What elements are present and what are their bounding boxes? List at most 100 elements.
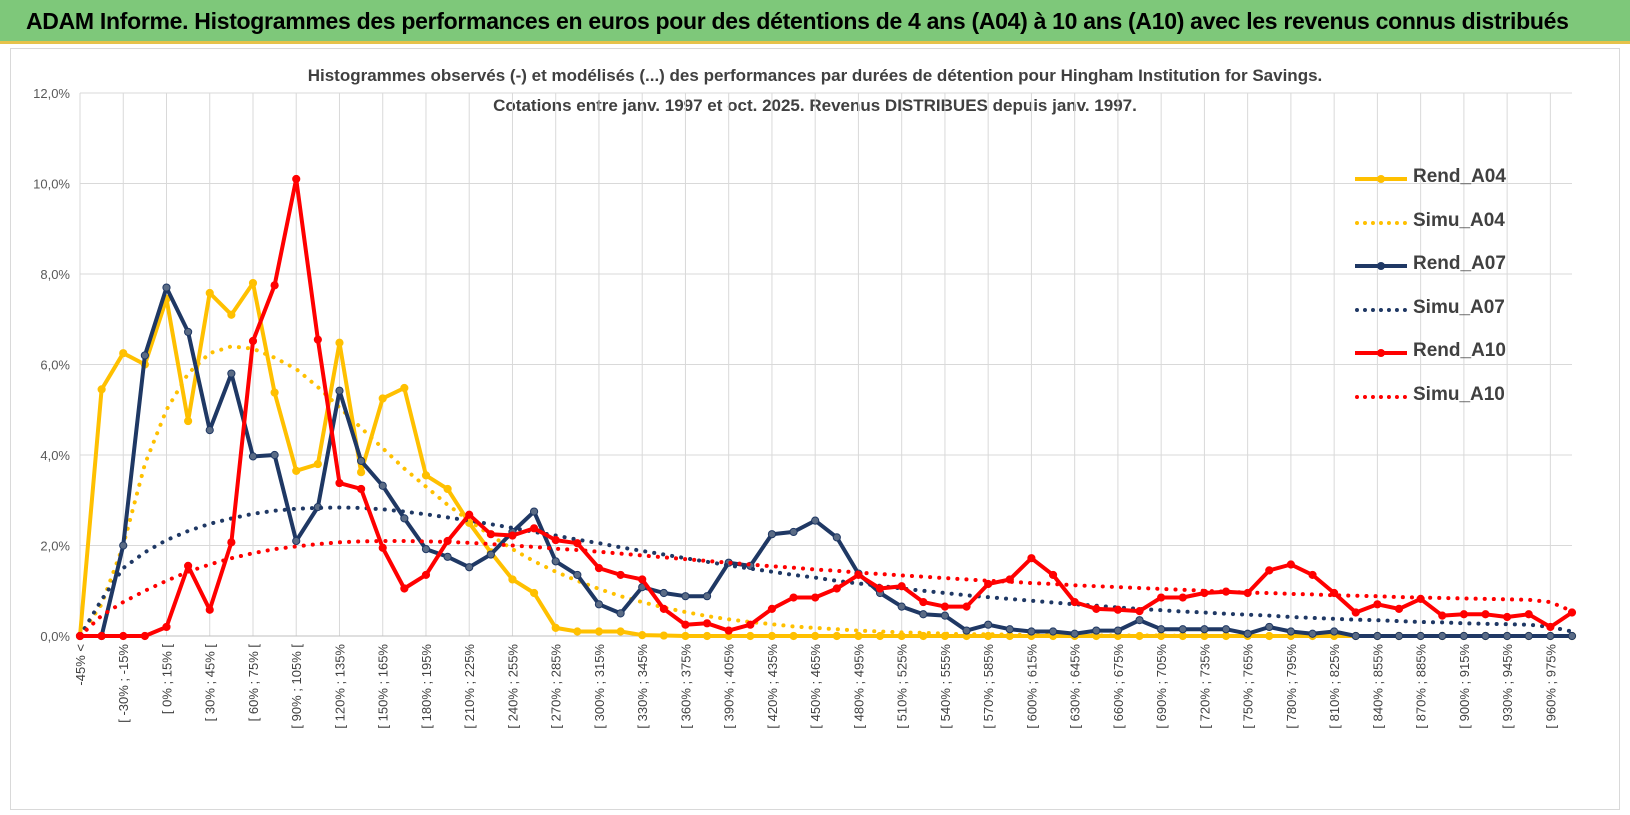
legend-item-simu-a07: Simu_A07 xyxy=(1355,295,1515,323)
point-rend-a10 xyxy=(335,478,344,488)
legend-label: Rend_A07 xyxy=(1413,253,1506,274)
point-rend-a07 xyxy=(140,351,149,360)
point-rend-a10 xyxy=(529,524,539,533)
point-rend-a07 xyxy=(1481,631,1490,641)
x-tick-label: [ 390% ; 405% xyxy=(722,644,737,729)
point-rend-a07 xyxy=(292,536,301,546)
series-line-rend-a10 xyxy=(80,177,1574,638)
point-rend-a04 xyxy=(919,631,928,641)
point-rend-a04 xyxy=(767,631,777,641)
point-rend-a07 xyxy=(1070,629,1079,638)
y-tick-label: 4,0% xyxy=(40,448,70,463)
x-tick-label: [ 60% ; 75% [ xyxy=(246,644,261,722)
x-tick-label: [ 540% ; 555% xyxy=(938,644,953,729)
point-rend-a10 xyxy=(508,531,517,540)
point-rend-a10 xyxy=(832,584,841,593)
point-rend-a10 xyxy=(1027,554,1036,563)
point-rend-a10 xyxy=(1503,612,1512,622)
point-rend-a07 xyxy=(248,452,258,461)
legend-label: Rend_A10 xyxy=(1413,340,1506,361)
point-rend-a07 xyxy=(400,514,409,523)
point-rend-a10 xyxy=(465,510,474,519)
report-banner: ADAM Informe. Histogrammes des performan… xyxy=(0,0,1630,44)
legend-marker xyxy=(1377,262,1385,270)
x-tick-label: [ 240% ; 255% xyxy=(505,644,520,729)
point-rend-a10 xyxy=(1459,610,1468,619)
point-rend-a07 xyxy=(897,602,906,611)
point-rend-a04 xyxy=(529,588,539,598)
point-rend-a10 xyxy=(681,620,690,629)
series-line-rend-a04 xyxy=(78,281,1572,638)
point-rend-a04 xyxy=(508,575,517,584)
point-rend-a10 xyxy=(184,561,193,570)
point-rend-a10 xyxy=(962,602,971,611)
point-rend-a10 xyxy=(594,564,604,573)
y-tick-label: 8,0% xyxy=(40,267,70,282)
point-rend-a04 xyxy=(854,631,863,641)
point-rend-a10 xyxy=(162,622,171,632)
point-rend-a07 xyxy=(1048,627,1058,636)
legend-swatch xyxy=(1355,394,1407,399)
legend-item-rend-a04: Rend_A04 xyxy=(1355,164,1515,192)
point-rend-a07 xyxy=(551,557,560,566)
legend-swatch xyxy=(1355,262,1407,270)
x-tick-label: [ 210% ; 225% xyxy=(462,644,477,729)
point-rend-a10 xyxy=(227,538,236,547)
point-rend-a10 xyxy=(573,539,582,548)
point-rend-a07 xyxy=(1221,625,1231,634)
point-rend-a07 xyxy=(119,541,128,550)
point-rend-a07 xyxy=(1567,631,1577,641)
point-rend-a10 xyxy=(1481,610,1490,619)
point-rend-a10 xyxy=(1567,608,1577,617)
x-tick-label: [ 720% ; 735% xyxy=(1197,644,1212,729)
point-rend-a10 xyxy=(1308,570,1317,580)
legend-label: Simu_A10 xyxy=(1413,383,1505,405)
x-tick-label: [ 480% ; 495% xyxy=(851,644,866,729)
point-rend-a04 xyxy=(832,631,841,641)
point-rend-a04 xyxy=(551,623,560,632)
point-rend-a10 xyxy=(789,593,798,602)
point-rend-a10 xyxy=(1048,570,1058,580)
point-rend-a07 xyxy=(573,570,582,580)
point-rend-a07 xyxy=(616,609,625,618)
point-rend-a10 xyxy=(1524,610,1533,619)
x-tick-label: [ 570% ; 585% xyxy=(981,644,996,729)
point-rend-a10 xyxy=(940,602,950,611)
point-rend-a07 xyxy=(832,533,841,542)
point-rend-a07 xyxy=(940,611,950,620)
point-rend-a07 xyxy=(1524,631,1533,641)
legend-item-rend-a10: Rend_A10 xyxy=(1355,338,1515,366)
x-tick-label: [ 930% ; 945% xyxy=(1500,644,1515,729)
point-rend-a07 xyxy=(378,481,387,490)
point-rend-a04 xyxy=(227,310,236,319)
point-rend-a04 xyxy=(313,459,322,469)
point-rend-a10 xyxy=(1394,604,1404,613)
point-rend-a04 xyxy=(119,349,128,358)
point-rend-a07 xyxy=(1200,625,1209,634)
point-rend-a07 xyxy=(984,620,993,629)
report-title: ADAM Informe. Histogrammes des performan… xyxy=(26,8,1569,34)
legend-item-simu-a10: Simu_A10 xyxy=(1355,382,1515,410)
point-rend-a07 xyxy=(443,552,452,561)
point-rend-a10 xyxy=(702,619,712,628)
x-tick-label: [ 630% ; 645% xyxy=(1068,644,1083,729)
x-tick-label: [ 960% ; 975% xyxy=(1543,644,1558,729)
point-rend-a07 xyxy=(702,592,712,601)
x-tick-label: [ 750% ; 765% xyxy=(1241,644,1256,729)
point-rend-a10 xyxy=(140,631,149,641)
point-rend-a07 xyxy=(465,563,474,572)
point-rend-a07 xyxy=(1373,631,1382,641)
point-rend-a04 xyxy=(659,631,668,640)
point-rend-a04 xyxy=(400,383,409,393)
point-rend-a07 xyxy=(1243,629,1252,638)
point-rend-a07 xyxy=(184,327,193,337)
point-rend-a10 xyxy=(1157,593,1166,602)
point-rend-a04 xyxy=(789,631,798,641)
point-rend-a07 xyxy=(357,456,366,465)
point-rend-a04 xyxy=(594,627,604,636)
point-rend-a10 xyxy=(270,281,279,290)
point-rend-a10 xyxy=(897,582,906,591)
x-tick-label: [ 120% ; 135% xyxy=(332,644,347,729)
chart-frame xyxy=(10,48,1620,810)
point-rend-a07 xyxy=(811,516,820,525)
